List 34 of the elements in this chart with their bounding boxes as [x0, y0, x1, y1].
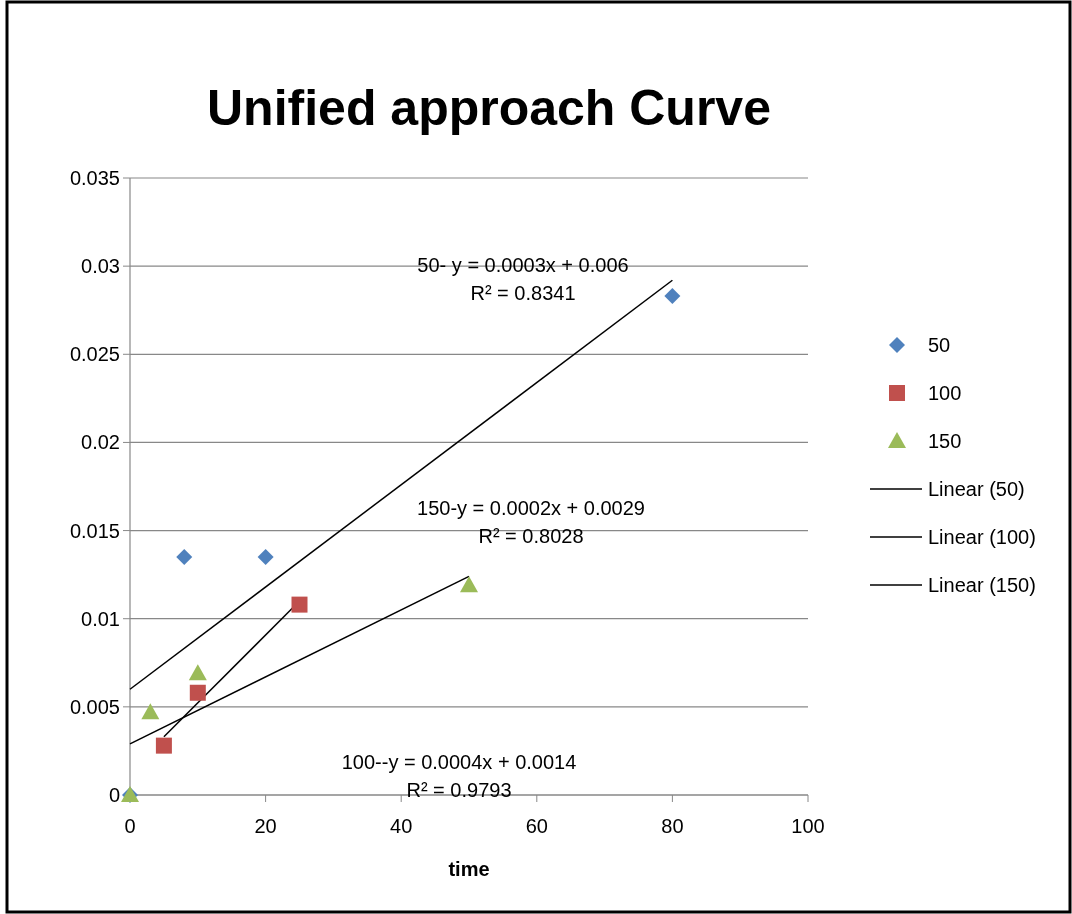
x-tick-label: 40: [390, 815, 413, 837]
x-tick-label: 80: [661, 815, 684, 837]
annotation: 50- y = 0.0003x + 0.006 R² = 0.8341: [417, 254, 629, 304]
point: [189, 684, 206, 701]
y-tick-label: 0.02: [81, 431, 120, 454]
point: [155, 737, 172, 754]
x-tick-label: 20: [254, 815, 277, 837]
legend-label: 100: [928, 382, 962, 404]
point: [188, 664, 207, 681]
y-tick-label: 0.01: [81, 607, 120, 630]
point: [664, 288, 681, 305]
point: [460, 576, 478, 593]
x-tick-label: 0: [124, 815, 136, 837]
annotation: 100--y = 0.0004x + 0.0014 R² = 0.9793: [341, 751, 577, 801]
legend-label: Linear (50): [928, 478, 1025, 500]
x-tick-label: 100: [791, 815, 825, 837]
y-tick-label: 0: [108, 784, 120, 806]
y-tick-label: 0.025: [69, 343, 120, 366]
annotation: 150-y = 0.0002x + 0.0029 R² = 0.8028: [417, 497, 645, 547]
y-tick-label: 0.03: [81, 255, 120, 278]
point: [291, 596, 308, 613]
point: [257, 549, 274, 566]
y-tick-label: 0.035: [69, 167, 120, 189]
legend-label: Linear (100): [928, 526, 1036, 548]
legend-label: 150: [928, 430, 962, 452]
y-tick-label: 0.005: [69, 695, 120, 718]
legend-label: Linear (150): [928, 574, 1036, 596]
x-axis-title: time: [448, 858, 490, 880]
chart-title: Unified approach Curve: [207, 80, 771, 136]
point: [176, 549, 193, 566]
x-tick-label: 60: [525, 815, 548, 837]
y-tick-label: 0.015: [69, 519, 120, 542]
point: [141, 703, 160, 720]
legend-label: 50: [928, 334, 951, 356]
